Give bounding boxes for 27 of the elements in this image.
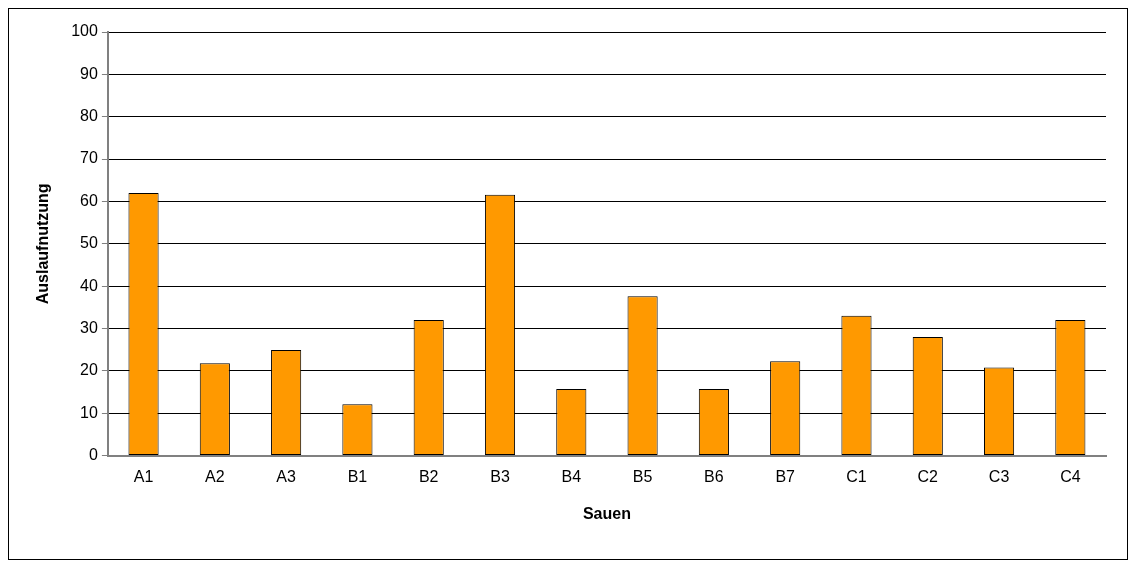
x-tick-label: B1 <box>347 467 368 485</box>
y-tick-label: 20 <box>80 361 98 379</box>
x-tick-label: B6 <box>704 467 724 485</box>
y-tick-label: 60 <box>80 191 98 209</box>
y-tick-label: 70 <box>80 149 98 167</box>
y-tick-label: 30 <box>80 318 98 336</box>
x-tick-label: C1 <box>846 467 867 485</box>
x-tick-label: B2 <box>418 467 439 485</box>
x-tick-label: C4 <box>1060 467 1081 485</box>
x-tick-label: B5 <box>632 467 653 485</box>
x-axis-title: Sauen <box>582 504 631 522</box>
y-tick-label: 50 <box>80 234 98 252</box>
x-tick-label: C3 <box>988 467 1010 485</box>
x-tick-label: C2 <box>917 467 939 485</box>
x-tick-label: A2 <box>205 467 225 485</box>
y-tick-label: 10 <box>80 403 98 421</box>
y-tick-label: 90 <box>80 64 98 82</box>
y-tick-label: 40 <box>80 276 98 294</box>
y-axis-title: Auslaufnutzung <box>34 183 52 305</box>
y-tick-label: 100 <box>71 22 98 40</box>
x-tick-label: A1 <box>133 467 154 485</box>
x-tick-label: B7 <box>775 467 796 485</box>
x-tick-label: B3 <box>490 467 510 485</box>
x-tick-label: A3 <box>276 467 297 485</box>
y-tick-label: 80 <box>80 107 98 125</box>
x-tick-label: B4 <box>561 467 582 485</box>
y-tick-label: 0 <box>88 446 98 464</box>
